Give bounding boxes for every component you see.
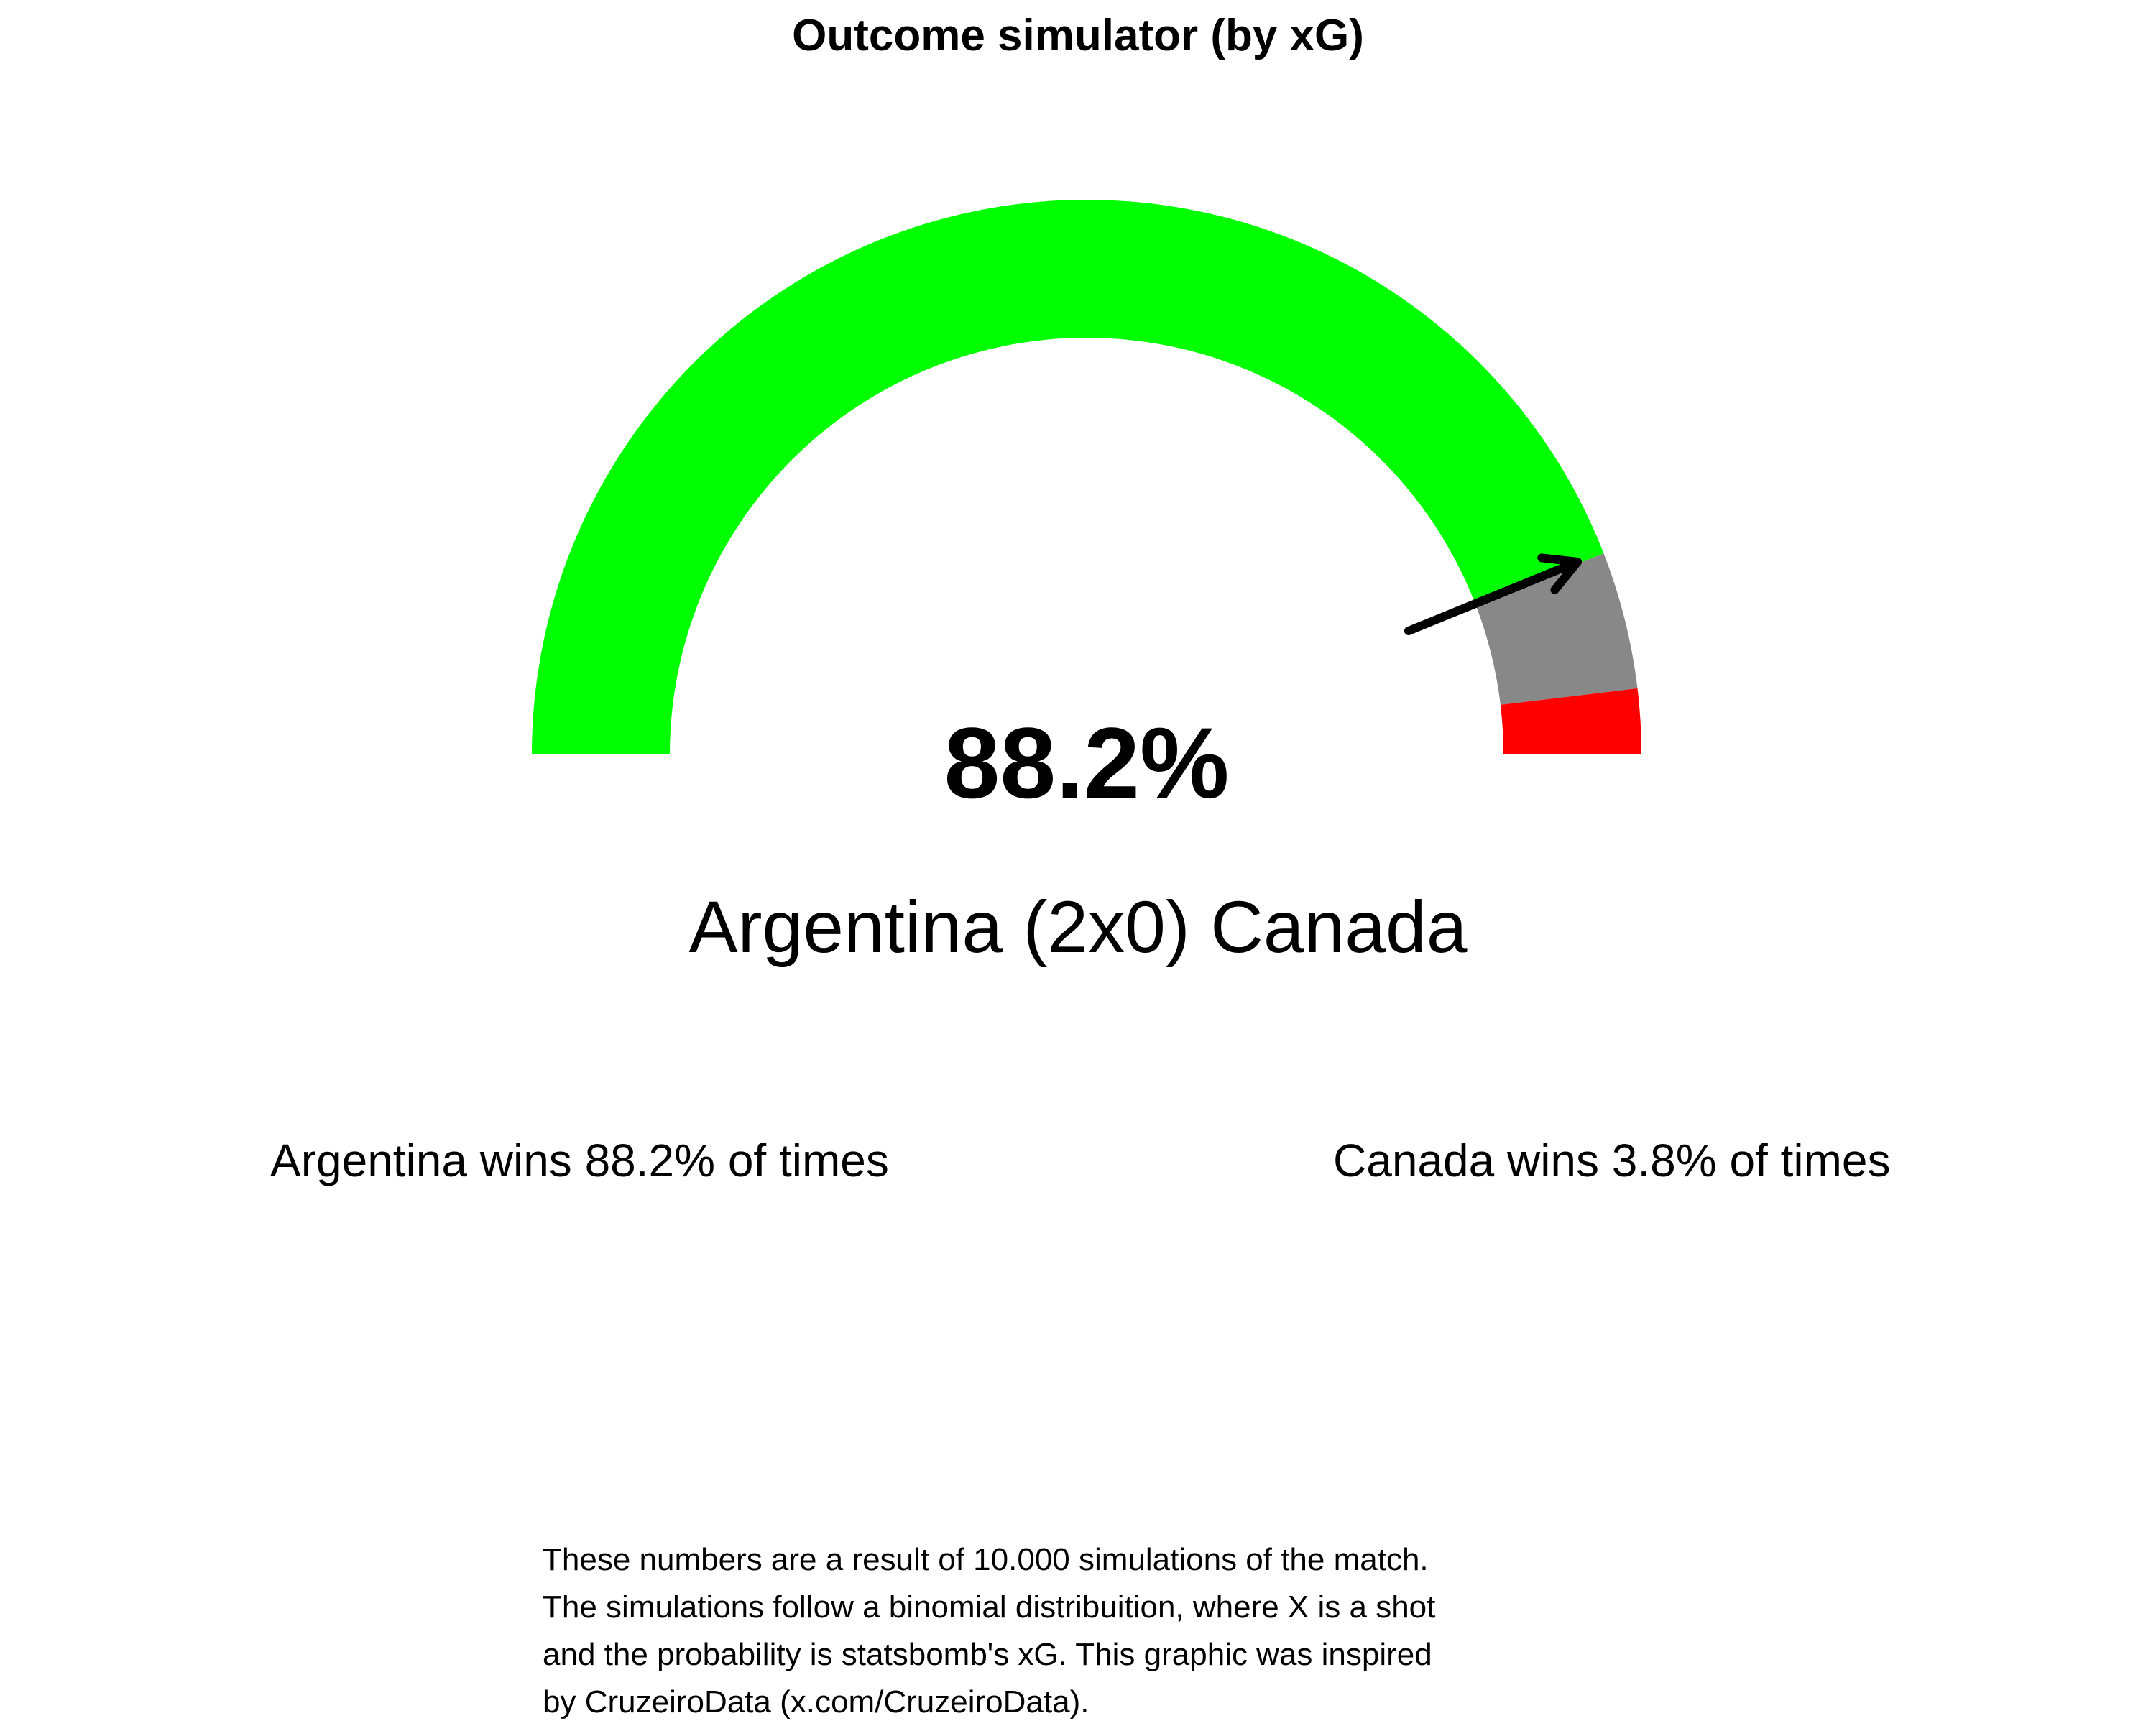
gauge-segments (532, 200, 1641, 754)
away-win-stat: Canada wins 3.8% of times (1333, 1135, 1891, 1186)
footnote-line: by CruzeiroData (x.com/CruzeiroData). (543, 1684, 1089, 1720)
chart-title: Outcome simulator (by xG) (792, 11, 1364, 60)
gauge-pointer-arrow (1404, 553, 1582, 635)
gauge-segment-home-win (532, 200, 1604, 754)
footnote-line: These numbers are a result of 10.000 sim… (543, 1542, 1429, 1577)
footnote-line: and the probability is statsbomb's xG. T… (543, 1637, 1432, 1672)
gauge-segment-away-win (1500, 688, 1641, 754)
gauge-value-label: 88.2% (944, 706, 1230, 819)
pointer-shaft (1404, 558, 1582, 635)
home-win-stat: Argentina wins 88.2% of times (270, 1135, 889, 1186)
pointer-arrowhead (1537, 553, 1582, 594)
match-score-label: Argentina (2x0) Canada (688, 886, 1468, 968)
footnote-line: The simulations follow a binomial distri… (543, 1589, 1436, 1625)
footnote: These numbers are a result of 10.000 sim… (543, 1536, 1549, 1726)
